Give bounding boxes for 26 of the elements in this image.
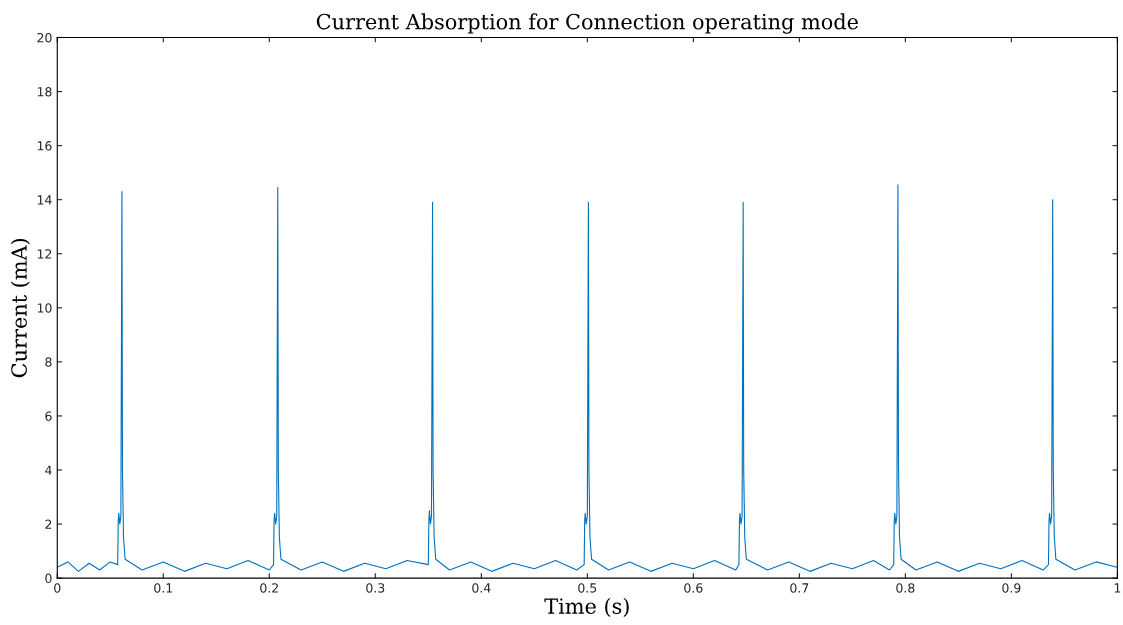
y-tick-label: 2	[45, 519, 52, 529]
x-tick-label: 0.4	[472, 583, 491, 593]
x-tick-label: 0.5	[578, 583, 597, 593]
y-tick-label: 12	[37, 249, 52, 259]
x-tick-label: 0.2	[260, 583, 278, 593]
x-axis-title: Time (s)	[544, 597, 629, 617]
y-tick-label: 14	[37, 195, 52, 205]
y-axis-title: Current (mA)	[10, 238, 30, 378]
chart-title: Current Absorption for Connection operating mode	[316, 13, 858, 34]
x-tick-label: 0.1	[154, 583, 173, 593]
x-tick-label: 0.7	[790, 583, 809, 593]
y-tick-label: 0	[45, 573, 52, 584]
x-tick-label: 1	[1114, 583, 1121, 593]
x-tick-label: 0.8	[896, 583, 915, 593]
y-tick-label: 10	[37, 303, 52, 313]
y-tick-label: 20	[37, 32, 52, 43]
x-tick-label: 0	[54, 583, 61, 593]
x-tick-label: 0.9	[1002, 583, 1021, 593]
y-tick-label: 6	[45, 411, 52, 421]
y-tick-label: 8	[45, 357, 52, 367]
y-tick-label: 18	[37, 87, 52, 97]
x-tick-label: 0.6	[684, 583, 703, 593]
y-tick-label: 4	[45, 465, 52, 475]
y-tick-label: 16	[37, 141, 52, 151]
x-tick-label: 0.3	[366, 583, 385, 593]
line-series	[57, 184, 1118, 572]
